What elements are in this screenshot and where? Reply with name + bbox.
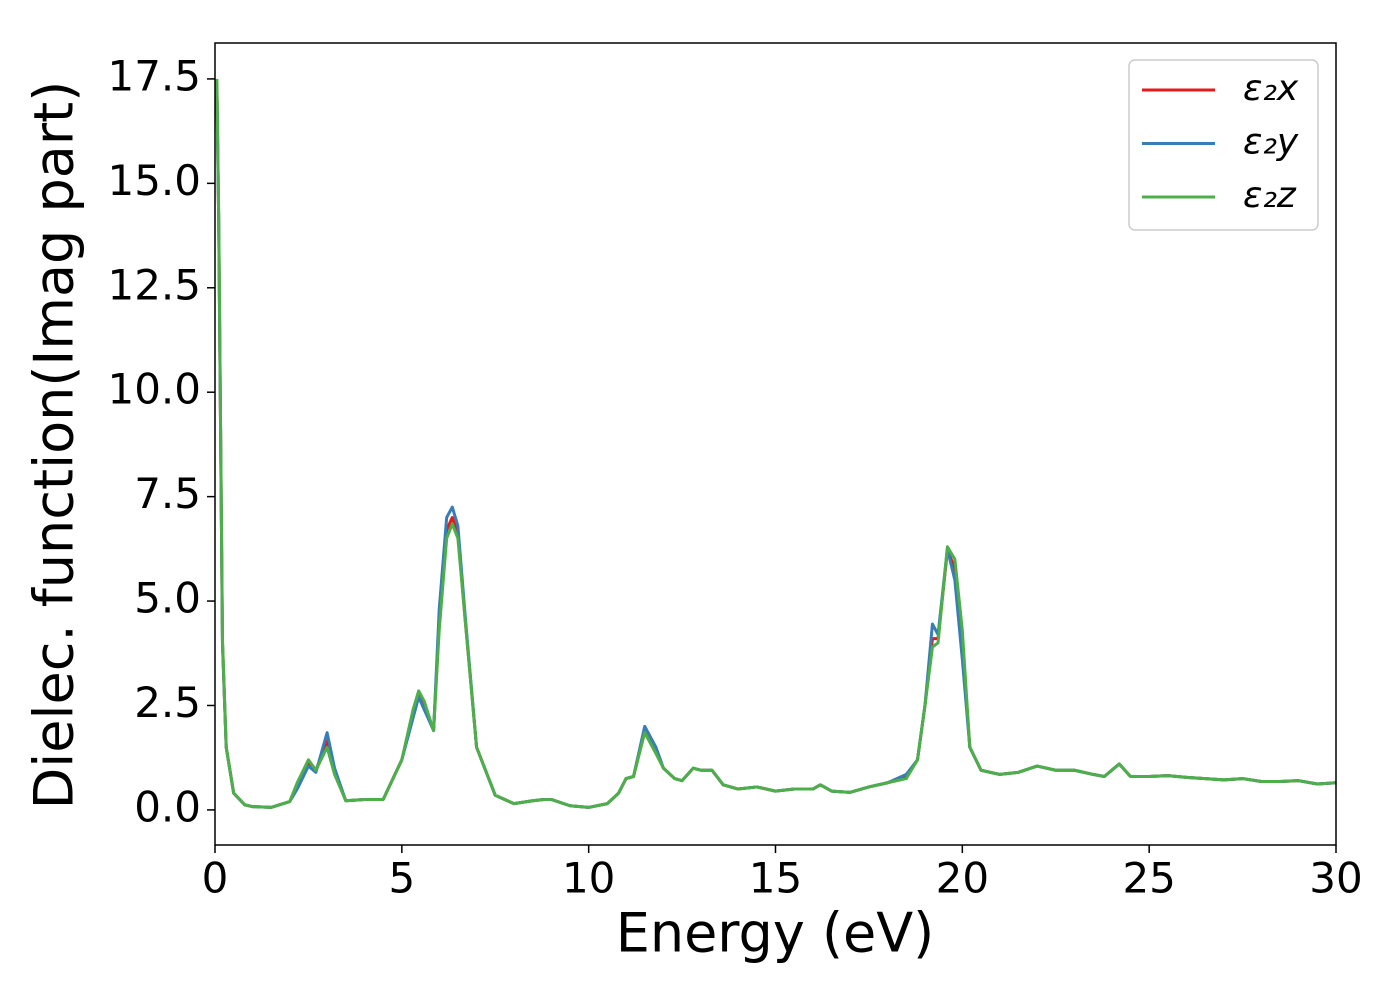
y-tick-label: 12.5	[107, 260, 201, 309]
legend-frame	[1128, 59, 1319, 231]
x-tick-label: 25	[1122, 854, 1175, 903]
x-tick-label: 0	[202, 854, 229, 903]
y-tick-label: 7.5	[134, 469, 201, 518]
y-tick-label: 10.0	[107, 365, 201, 414]
y-tick-label: 2.5	[134, 678, 201, 727]
y-tick-label: 17.5	[107, 51, 201, 100]
x-tick-label: 20	[936, 854, 989, 903]
legend-label: ε₂z	[1243, 175, 1297, 216]
y-tick-label: 5.0	[134, 574, 201, 623]
y-axis-label: Dielec. function(Imag part)	[23, 81, 86, 810]
plot-frame	[214, 42, 1337, 846]
x-tick-label: 15	[749, 854, 802, 903]
legend-label: ε₂x	[1243, 68, 1299, 109]
data-line	[215, 78, 1336, 809]
x-axis-label: Energy (eV)	[616, 902, 935, 965]
x-tick-label: 10	[562, 854, 615, 903]
y-tick-label: 15.0	[107, 156, 201, 205]
x-tick-label: 30	[1309, 854, 1362, 903]
y-tick-label: 0.0	[134, 782, 201, 831]
legend-label: ε₂y	[1243, 122, 1299, 163]
x-tick-label: 5	[388, 854, 415, 903]
